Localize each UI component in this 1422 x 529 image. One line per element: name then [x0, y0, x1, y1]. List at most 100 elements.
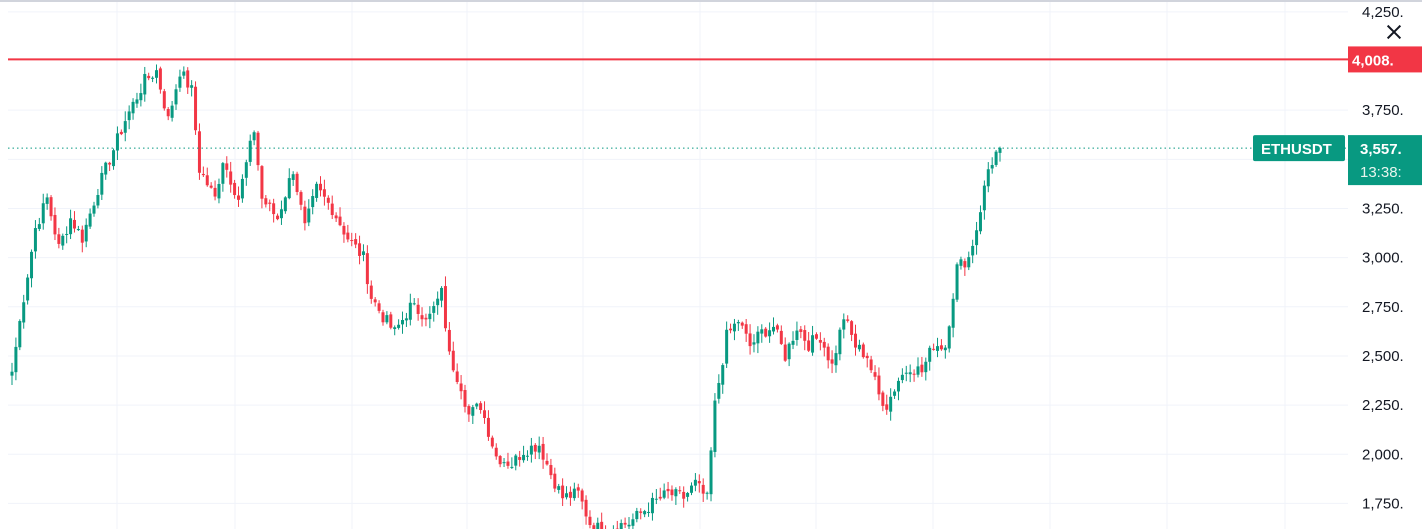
candle: [956, 262, 959, 302]
candle: [120, 129, 123, 135]
candle-body: [784, 345, 787, 361]
candle: [413, 298, 416, 305]
candle-body: [249, 141, 252, 162]
candle: [342, 222, 345, 243]
candle: [588, 510, 591, 528]
candle: [854, 325, 857, 356]
candle-body: [237, 195, 240, 199]
candle-body: [132, 102, 135, 113]
candle-body: [760, 329, 763, 333]
candle: [620, 519, 623, 529]
candle-body: [483, 410, 486, 418]
candle: [510, 457, 513, 469]
candle: [995, 150, 998, 167]
candle-body: [100, 173, 103, 195]
candle-body: [510, 467, 513, 468]
candle-body: [257, 133, 260, 165]
candle-body: [417, 305, 420, 314]
candle: [381, 310, 384, 326]
candle-body: [592, 525, 595, 529]
candle: [73, 211, 76, 232]
candle: [428, 306, 431, 328]
candle: [694, 473, 697, 491]
candle: [112, 148, 115, 169]
candle: [471, 405, 474, 424]
candle: [811, 326, 814, 356]
candle-body: [190, 85, 193, 88]
candle-body: [409, 303, 412, 320]
candle-body: [585, 500, 588, 517]
candle-body: [381, 312, 384, 322]
candle: [210, 182, 213, 189]
candle: [284, 196, 287, 214]
candle: [463, 385, 466, 413]
candle: [534, 443, 537, 459]
candle: [264, 195, 267, 207]
candle: [561, 478, 564, 506]
candle: [944, 345, 947, 359]
candle: [260, 165, 263, 208]
candle: [198, 123, 201, 179]
candle: [752, 334, 755, 352]
candle: [678, 486, 681, 494]
candle: [635, 508, 638, 522]
candle: [655, 489, 658, 504]
candle-body: [913, 374, 916, 375]
candle-body: [413, 303, 416, 304]
candle-body: [315, 184, 318, 198]
close-icon[interactable]: [1384, 22, 1404, 42]
candle: [186, 67, 189, 94]
candle-body: [959, 259, 962, 265]
candle-body: [581, 490, 584, 501]
candle: [893, 389, 896, 399]
candle: [889, 388, 892, 420]
candle: [780, 325, 783, 345]
candle-body: [819, 340, 822, 343]
candle: [612, 525, 615, 529]
candle-body: [920, 365, 923, 373]
candle: [241, 174, 244, 202]
candle: [448, 322, 451, 355]
candle: [639, 508, 642, 519]
candle-body: [280, 209, 283, 218]
candle: [928, 346, 931, 371]
candle-body: [214, 188, 217, 197]
candle: [557, 484, 560, 494]
candle-body: [565, 493, 568, 497]
candle-body: [749, 333, 752, 346]
candle-body: [339, 217, 342, 226]
candle: [171, 101, 174, 122]
candle-body: [264, 198, 267, 204]
candle-body: [534, 445, 537, 452]
candle-body: [151, 78, 154, 79]
candle-body: [307, 209, 310, 223]
price-axis[interactable]: 4,250.3,750.3,500.3,250.3,000.2,750.2,50…: [1348, 2, 1422, 529]
candle: [866, 353, 869, 368]
candle-body: [655, 499, 658, 500]
candle-body: [561, 486, 564, 499]
left-edge-strip: [0, 2, 3, 529]
candle-body: [292, 174, 295, 180]
candle: [143, 67, 146, 102]
candle-body: [553, 474, 556, 489]
candle-body: [768, 330, 771, 336]
candle-body: [928, 348, 931, 362]
candle: [299, 190, 302, 210]
candle-body: [803, 330, 806, 341]
candle: [100, 166, 103, 200]
candle-body: [467, 406, 470, 414]
candle-body: [479, 403, 482, 410]
candle-body: [780, 331, 783, 344]
candle: [659, 488, 662, 501]
candle: [643, 510, 646, 517]
candle-body: [260, 166, 263, 199]
candle-body: [659, 497, 662, 499]
candle-body: [18, 321, 21, 347]
candle: [417, 298, 420, 321]
candle: [760, 324, 763, 343]
candle: [616, 521, 619, 529]
candle-body: [624, 523, 627, 525]
candle: [182, 66, 185, 78]
